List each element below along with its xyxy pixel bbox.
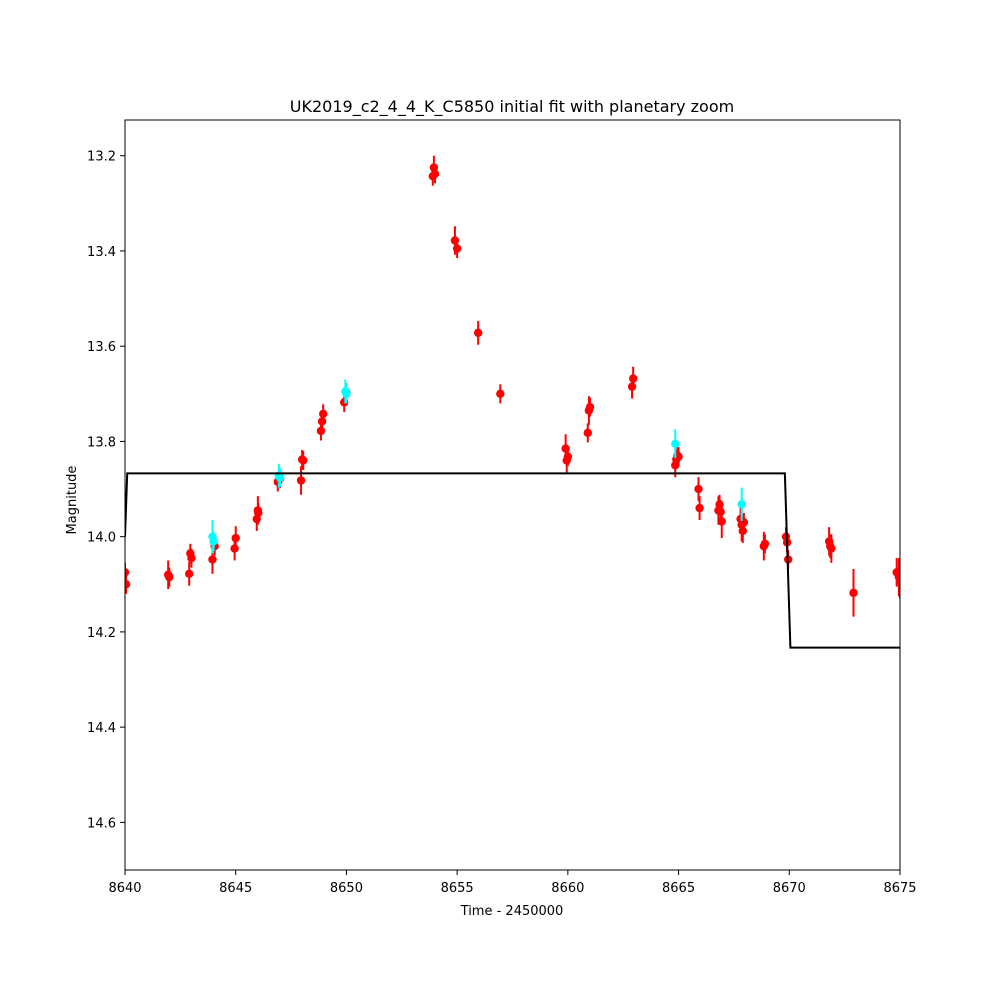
- y-tick-label: 13.2: [87, 150, 116, 165]
- y-axis-label: Magnitude: [65, 466, 80, 535]
- y-tick-label: 13.8: [87, 435, 116, 450]
- plot-area: [125, 155, 900, 649]
- y-tick-label: 14.6: [87, 816, 116, 831]
- data-point: [125, 580, 131, 589]
- data-point: [185, 569, 194, 579]
- data-point: [895, 577, 900, 587]
- data-point: [694, 484, 703, 494]
- data-point: [760, 539, 770, 549]
- x-tick-label: 8670: [773, 881, 806, 896]
- data-point: [827, 544, 836, 553]
- x-axis: 8640 8645 8650 8655 8660 8665 8670 8675: [108, 870, 917, 896]
- data-point: [583, 428, 592, 438]
- data-point: [849, 588, 858, 598]
- y-tick-label: 14.4: [87, 721, 116, 736]
- data-point: [452, 244, 462, 253]
- data-point: [671, 439, 680, 449]
- data-point: [695, 503, 704, 513]
- data-point: [209, 537, 218, 546]
- data-point: [254, 508, 263, 518]
- data-point: [585, 402, 595, 412]
- data-point: [430, 169, 440, 179]
- data-point: [231, 533, 240, 543]
- data-point: [125, 568, 130, 577]
- data-point: [296, 476, 306, 485]
- data-point: [230, 544, 239, 553]
- data-point: [627, 382, 637, 391]
- data-point: [717, 517, 726, 526]
- data-point: [716, 507, 725, 517]
- data-point: [275, 473, 285, 482]
- x-axis-label: Time - 2450000: [460, 904, 564, 919]
- plot-frame: [124, 119, 901, 871]
- chart-title: UK2019_c2_4_4_K_C5850 initial fit with p…: [290, 97, 734, 117]
- data-point: [496, 389, 505, 399]
- plot-content: [125, 155, 900, 649]
- y-tick-label: 14.2: [87, 626, 116, 641]
- data-point: [208, 555, 217, 564]
- data-point: [674, 452, 683, 461]
- x-tick-label: 8645: [219, 881, 252, 896]
- y-tick-label: 13.6: [87, 340, 116, 355]
- data-point: [316, 426, 326, 436]
- y-tick-label: 14.0: [87, 531, 116, 546]
- x-tick-label: 8655: [441, 881, 474, 896]
- data-point: [187, 553, 196, 563]
- data-point: [563, 452, 573, 461]
- data-point: [165, 572, 174, 582]
- x-tick-label: 8665: [662, 881, 695, 896]
- data-point: [737, 500, 746, 509]
- data-point: [342, 389, 351, 399]
- data-point: [738, 526, 747, 536]
- data-point: [317, 417, 327, 426]
- data-point: [318, 409, 328, 419]
- data-point: [299, 456, 308, 465]
- data-point: [628, 374, 638, 383]
- x-tick-label: 8675: [883, 881, 916, 896]
- x-tick-label: 8640: [108, 881, 141, 896]
- model-curve: [125, 472, 900, 649]
- data-point: [473, 328, 483, 338]
- x-tick-label: 8650: [330, 881, 363, 896]
- x-tick-label: 8660: [551, 881, 584, 896]
- y-axis: 13.2 13.4 13.6 13.8 14.0 14.2 14.4 14.6: [87, 150, 125, 831]
- data-series-1: [208, 379, 746, 554]
- y-tick-label: 13.4: [87, 245, 116, 260]
